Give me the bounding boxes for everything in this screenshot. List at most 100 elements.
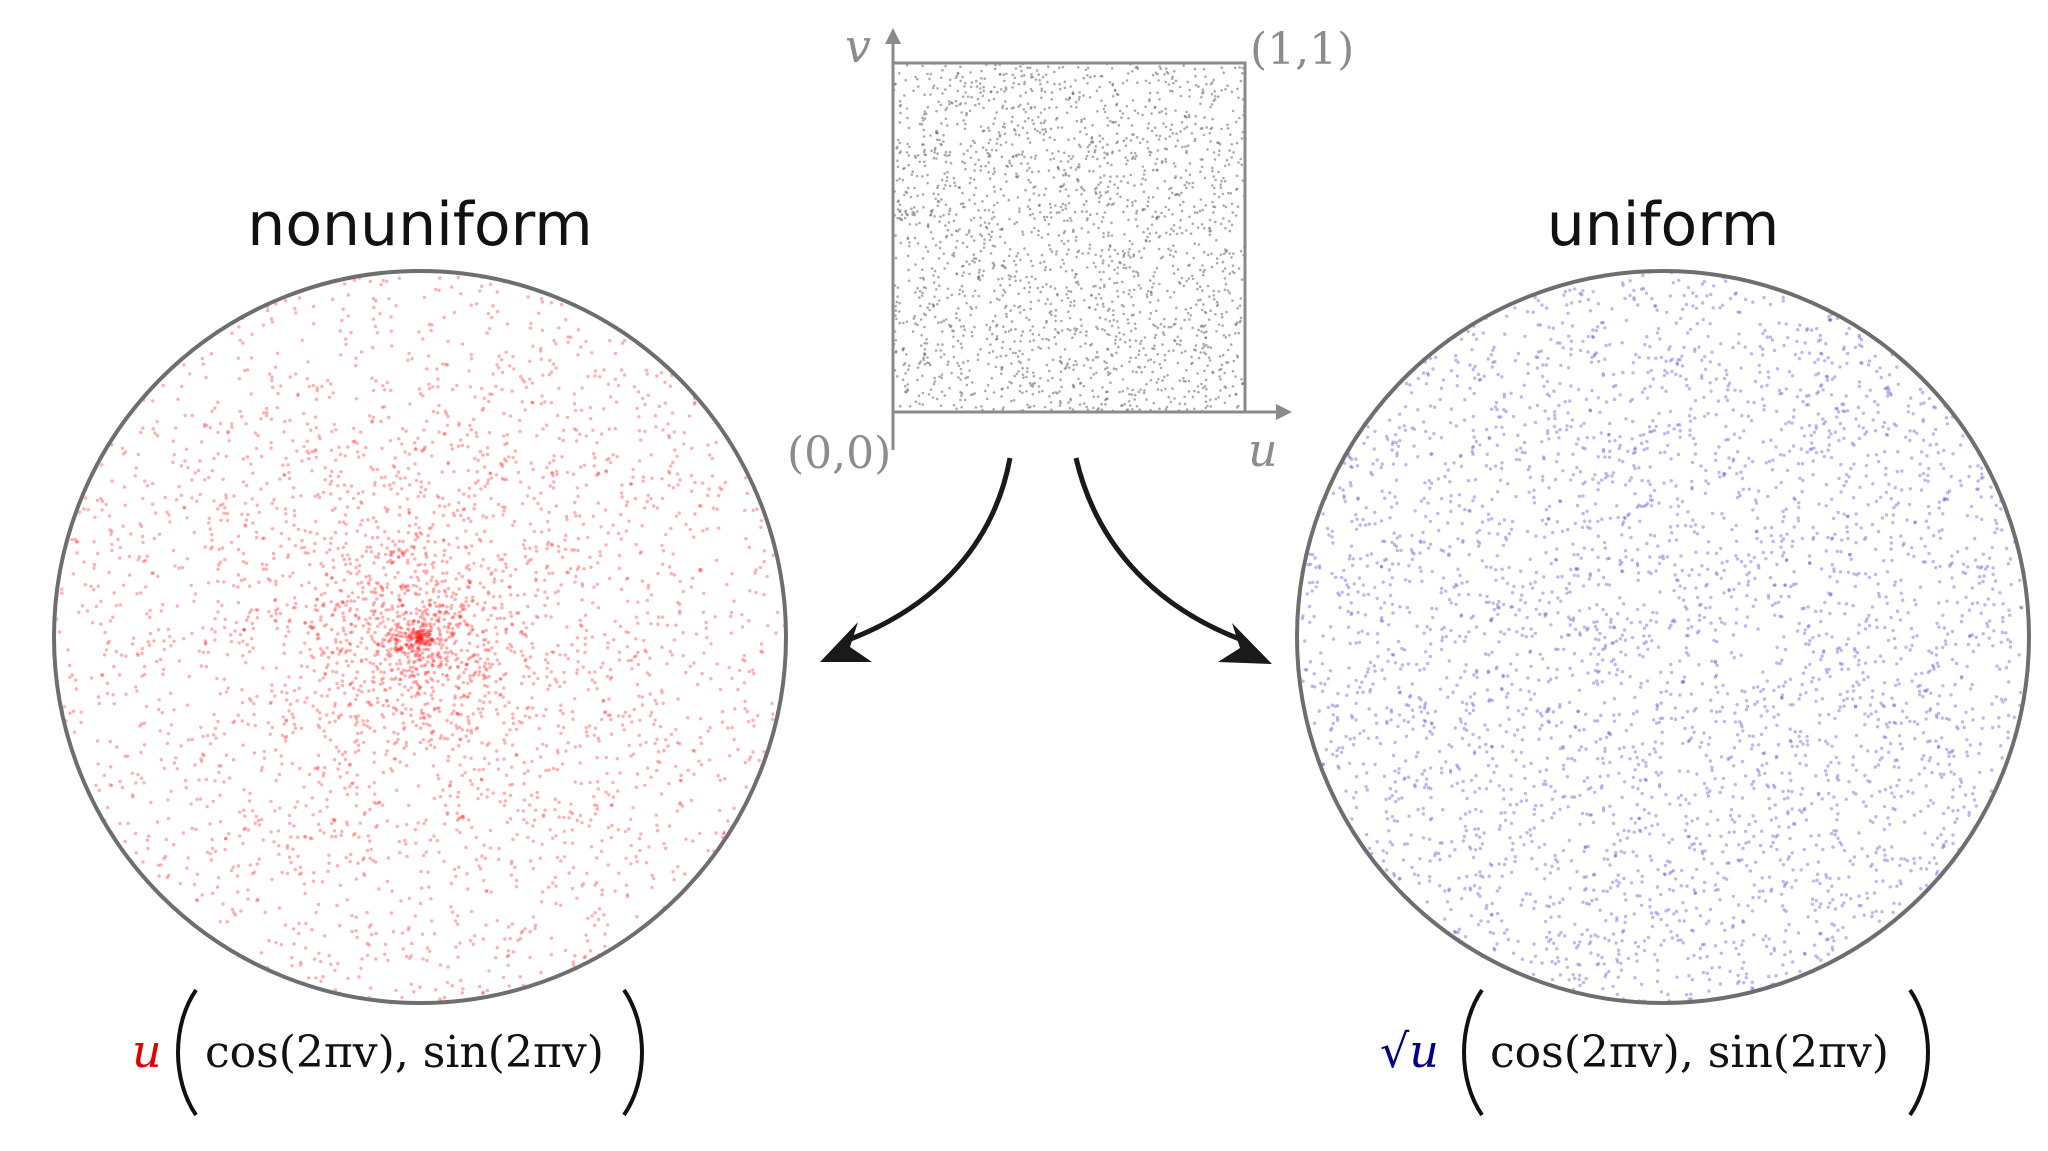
nonuniform-sample-point xyxy=(740,625,745,629)
nonuniform-sample-point xyxy=(270,689,274,693)
square-sample-point xyxy=(1049,248,1052,251)
square-sample-point xyxy=(1016,355,1020,358)
nonuniform-sample-point xyxy=(401,612,406,616)
square-sample-point xyxy=(1011,351,1015,355)
square-sample-point xyxy=(915,77,919,81)
square-sample-point xyxy=(1114,342,1117,345)
square-sample-point xyxy=(985,323,988,327)
nonuniform-sample-point xyxy=(669,464,673,468)
square-sample-point xyxy=(926,356,929,359)
nonuniform-sample-point xyxy=(281,715,285,719)
nonuniform-sample-point xyxy=(585,734,589,738)
nonuniform-sample-point xyxy=(596,606,601,610)
nonuniform-sample-point xyxy=(183,413,187,418)
nonuniform-sample-point xyxy=(341,626,345,630)
nonuniform-sample-point xyxy=(414,532,418,536)
square-sample-point xyxy=(1157,247,1161,251)
nonuniform-sample-point xyxy=(434,579,439,583)
square-sample-point xyxy=(936,302,939,306)
nonuniform-sample-point xyxy=(584,434,589,438)
nonuniform-sample-point xyxy=(620,368,624,372)
nonuniform-sample-point xyxy=(400,487,404,491)
nonuniform-sample-point xyxy=(328,482,332,486)
nonuniform-sample-point xyxy=(579,345,583,349)
square-sample-point xyxy=(1113,281,1116,285)
nonuniform-sample-point xyxy=(424,638,428,642)
square-sample-point xyxy=(1116,272,1119,275)
nonuniform-sample-point xyxy=(655,823,659,827)
nonuniform-sample-point xyxy=(602,407,606,411)
square-sample-point xyxy=(1027,290,1031,294)
nonuniform-sample-point xyxy=(145,554,149,558)
square-sample-point xyxy=(1112,309,1115,312)
nonuniform-sample-point xyxy=(282,473,287,477)
square-sample-point xyxy=(1112,313,1115,317)
nonuniform-sample-point xyxy=(354,565,358,570)
nonuniform-sample-point xyxy=(470,782,474,787)
square-sample-point xyxy=(1104,318,1107,321)
nonuniform-sample-point xyxy=(174,426,178,430)
square-sample-point xyxy=(1159,67,1162,70)
nonuniform-sample-point xyxy=(112,664,116,669)
nonuniform-sample-point xyxy=(305,665,310,669)
square-sample-point xyxy=(1135,154,1138,158)
nonuniform-sample-point xyxy=(649,775,653,779)
nonuniform-sample-point xyxy=(375,652,380,656)
square-sample-point xyxy=(1087,251,1090,255)
nonuniform-sample-point xyxy=(317,636,321,640)
square-sample-point xyxy=(1207,345,1210,349)
square-sample-point xyxy=(1161,331,1165,334)
nonuniform-sample-point xyxy=(236,547,241,552)
nonuniform-sample-point xyxy=(322,601,326,606)
nonuniform-sample-point xyxy=(381,676,385,681)
square-sample-point xyxy=(1085,218,1089,222)
nonuniform-sample-point xyxy=(431,638,435,643)
nonuniform-sample-point xyxy=(502,738,506,742)
nonuniform-sample-point xyxy=(588,555,592,559)
nonuniform-sample-point xyxy=(192,882,197,887)
square-sample-point xyxy=(949,161,953,165)
nonuniform-sample-point xyxy=(307,457,311,461)
nonuniform-sample-point xyxy=(382,405,387,409)
nonuniform-sample-point xyxy=(427,949,432,953)
nonuniform-sample-point xyxy=(555,469,559,473)
square-sample-point xyxy=(1049,158,1052,161)
square-sample-point xyxy=(1090,294,1093,297)
square-sample-point xyxy=(1118,149,1121,152)
nonuniform-sample-point xyxy=(455,536,459,540)
nonuniform-sample-point xyxy=(607,697,611,701)
nonuniform-sample-point xyxy=(414,723,419,728)
nonuniform-sample-point xyxy=(397,555,401,559)
square-sample-point xyxy=(1127,292,1131,296)
nonuniform-sample-point xyxy=(656,571,660,576)
square-sample-point xyxy=(1138,141,1142,145)
nonuniform-sample-point xyxy=(516,808,520,813)
nonuniform-sample-point xyxy=(675,741,680,745)
nonuniform-sample-point xyxy=(368,279,372,284)
square-sample-point xyxy=(959,79,962,83)
nonuniform-sample-point xyxy=(640,703,645,707)
square-sample-point xyxy=(976,358,980,362)
square-sample-point xyxy=(1043,90,1047,93)
nonuniform-sample-point xyxy=(300,546,304,550)
nonuniform-sample-point xyxy=(415,630,419,634)
nonuniform-sample-point xyxy=(218,820,223,824)
nonuniform-sample-point xyxy=(212,712,216,717)
nonuniform-sample-point xyxy=(376,624,380,628)
square-sample-point xyxy=(1190,274,1194,278)
square-sample-point xyxy=(1015,172,1018,176)
nonuniform-sample-point xyxy=(611,523,615,527)
nonuniform-sample-point xyxy=(169,723,174,727)
nonuniform-sample-point xyxy=(508,783,512,787)
square-sample-point xyxy=(1103,174,1106,177)
square-sample-point xyxy=(1078,403,1082,406)
nonuniform-sample-point xyxy=(467,721,471,726)
nonuniform-sample-point xyxy=(249,356,254,360)
nonuniform-sample-point xyxy=(373,653,377,657)
nonuniform-sample-point xyxy=(160,711,164,715)
square-sample-point xyxy=(1149,378,1153,382)
square-sample-point xyxy=(1107,248,1111,251)
square-sample-point xyxy=(1001,104,1005,108)
nonuniform-sample-point xyxy=(249,608,254,612)
square-sample-point xyxy=(1086,74,1089,77)
